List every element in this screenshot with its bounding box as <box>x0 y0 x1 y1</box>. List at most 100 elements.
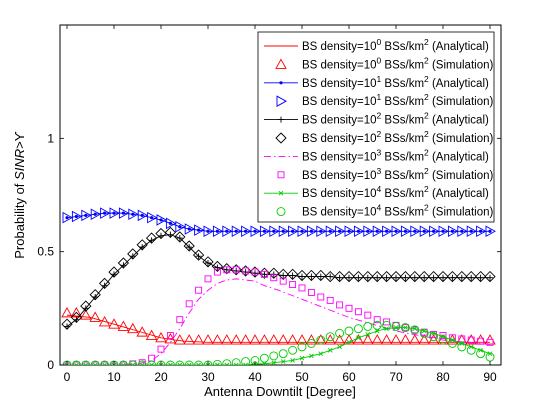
series-5-point <box>477 274 484 281</box>
series-9-point <box>337 344 342 350</box>
x-tick-label-50: 50 <box>295 370 309 384</box>
series-6-point <box>296 269 308 282</box>
series-8-point <box>373 316 381 324</box>
series-8-point <box>213 268 221 276</box>
series-5-point <box>355 274 362 281</box>
series-10-point <box>438 335 448 345</box>
series-9-point <box>478 347 483 353</box>
series-5-point <box>176 235 183 242</box>
series-9-point <box>168 362 173 365</box>
series-9-point <box>487 351 493 356</box>
legend-swatch-marker <box>278 190 284 196</box>
series-6-point <box>174 231 186 243</box>
series-3-point <box>215 229 219 233</box>
series-6-point <box>352 270 365 283</box>
legend-swatch-marker <box>279 81 283 85</box>
series-2-point <box>80 309 92 320</box>
series-10-point <box>118 360 128 365</box>
series-9-point <box>196 362 201 365</box>
series-2-point <box>258 334 271 345</box>
series-6-point <box>418 270 430 283</box>
series-3-point <box>300 229 304 233</box>
series-2-point <box>418 334 430 345</box>
legend-label: BS density=101 BSs/km2 (Analytical) <box>302 74 489 90</box>
series-8-point <box>354 308 362 316</box>
series-10-point <box>165 360 175 365</box>
series-5-point <box>82 305 89 312</box>
series-8-point <box>204 275 212 283</box>
series-10-point <box>335 328 345 338</box>
series-10-point <box>400 323 410 333</box>
series-10-point <box>222 359 232 365</box>
series-9-point <box>299 355 305 361</box>
series-6-point <box>155 227 167 240</box>
series-2-point <box>127 322 139 334</box>
series-9-point <box>83 362 89 365</box>
series-10-point <box>184 360 194 365</box>
series-8 <box>63 266 494 365</box>
series-8-point <box>232 266 240 274</box>
series-4-point <box>250 225 261 238</box>
series-3-point <box>65 216 69 220</box>
series-8-point <box>101 361 109 365</box>
series-10-point <box>137 360 147 365</box>
series-5-point <box>364 274 371 281</box>
series-5-point <box>92 294 99 300</box>
series-5-point <box>487 274 493 281</box>
series-8-point <box>242 267 250 275</box>
series-3-point <box>356 229 360 233</box>
series-5-point <box>440 274 446 281</box>
series-5-point <box>430 274 437 281</box>
series-3-point <box>140 213 144 217</box>
legend-entry-7: BS density=103 BSs/km2 (Analytical) <box>264 147 489 163</box>
series-8-point <box>383 318 391 326</box>
series-5-point <box>468 274 475 281</box>
series-5-point <box>73 316 80 323</box>
series-2-point <box>136 326 148 337</box>
series-10-point <box>241 357 251 365</box>
legend-label: BS density=103 BSs/km2 (Simulation) <box>302 166 493 182</box>
x-tick-label-80: 80 <box>436 370 450 384</box>
series-2-point <box>61 306 73 318</box>
series-10-point <box>278 349 288 359</box>
series-4-point <box>429 225 440 238</box>
series-8-point <box>72 361 80 365</box>
series-6-point <box>409 270 421 283</box>
series-4-point <box>306 225 318 238</box>
series-9-point <box>74 362 79 365</box>
series-4-point <box>184 223 196 235</box>
series-6-point <box>136 239 148 251</box>
series-5-point <box>299 273 305 280</box>
series-6-point <box>399 270 412 283</box>
series-8-point <box>467 336 475 344</box>
legend-entry-3: BS density=101 BSs/km2 (Analytical) <box>264 74 489 90</box>
series-3-point <box>150 216 154 220</box>
series-9-point <box>384 326 389 332</box>
series-10-point <box>297 342 307 352</box>
series-10-point <box>353 324 363 334</box>
series-6-point <box>465 270 477 283</box>
series-6-point <box>202 256 214 268</box>
series-4-point <box>476 225 487 238</box>
series-10-point <box>457 342 467 352</box>
series-4-point <box>100 207 111 219</box>
series-6-point <box>277 268 289 280</box>
series-3-point <box>422 229 426 233</box>
series-4-point <box>203 225 214 238</box>
series-2-point <box>333 334 346 345</box>
legend-entry-10: BS density=104 BSs/km2 (Simulation) <box>276 203 493 219</box>
series-8-point <box>119 361 127 365</box>
series-2-point <box>98 316 111 327</box>
series-3-point <box>441 229 445 233</box>
series-3-point <box>413 229 417 233</box>
series-layer <box>61 207 496 365</box>
series-9 <box>64 325 493 365</box>
x-tick-label-70: 70 <box>389 370 403 384</box>
series-2-point <box>380 334 393 345</box>
series-10-point <box>147 360 157 365</box>
series-4-point <box>194 224 205 236</box>
series-2-point <box>399 334 412 345</box>
series-3-point <box>347 229 351 233</box>
series-8-point <box>477 337 485 345</box>
series-2-point <box>230 334 242 345</box>
